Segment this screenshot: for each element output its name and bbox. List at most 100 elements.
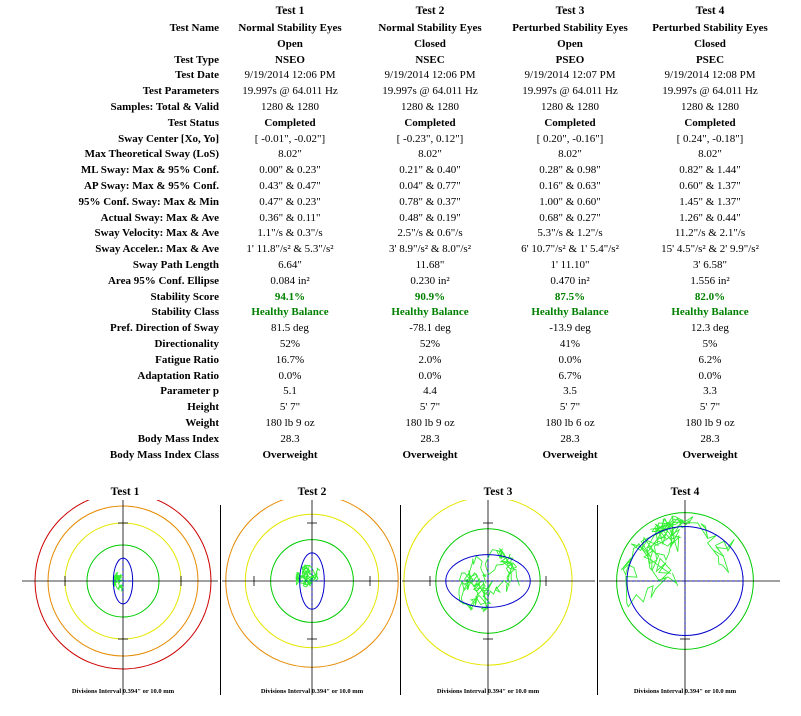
cell-test-2: 5' 7" bbox=[419, 401, 441, 414]
row-label: Weight bbox=[185, 417, 219, 429]
cell-test-4: PSEC bbox=[695, 53, 725, 66]
cell-test-2: Overweight bbox=[402, 448, 458, 461]
cell-test-2: NSEC bbox=[415, 53, 445, 66]
cell-test-2: 19.997s @ 64.011 Hz bbox=[382, 85, 478, 98]
cell-test-1: 0.47" & 0.23" bbox=[259, 195, 321, 208]
cell-test-1: 1' 11.8"/s² & 5.3"/s² bbox=[246, 243, 334, 256]
cell-test-3: 19.997s @ 64.011 Hz bbox=[522, 85, 618, 98]
cell-test-3: 1' 11.10" bbox=[550, 259, 590, 271]
table-row: Parameter p 5.1 4.4 3.5 3.3 bbox=[0, 384, 801, 399]
cell-test-2: -78.1 deg bbox=[409, 322, 451, 335]
sway-trace bbox=[111, 571, 124, 592]
cell-test-1: 0.43" & 0.47" bbox=[259, 180, 321, 192]
row-label: Test Status bbox=[167, 116, 219, 129]
row-label: Fatigue Ratio bbox=[155, 353, 219, 366]
cell-test-4: 15' 4.5"/s² & 2' 9.9"/s² bbox=[661, 243, 759, 256]
cell-test-1: Healthy Balance bbox=[251, 306, 329, 319]
cell-test-4: 19.997s @ 64.011 Hz bbox=[662, 85, 758, 98]
cell-test-2: 0.0% bbox=[418, 369, 442, 382]
cell-test-4: 11.2"/s & 2.1"/s bbox=[674, 227, 746, 240]
table-row: Test Type NSEO NSEC PSEO PSEC bbox=[0, 53, 801, 68]
cell-test-1: 9/19/2014 12:06 PM bbox=[244, 69, 336, 82]
cell-test-1: 16.7% bbox=[275, 353, 305, 366]
cell-test-4: 0.82" & 1.44" bbox=[679, 164, 741, 177]
cell-test-4: 6.2% bbox=[698, 353, 722, 366]
cell-test-4: 180 lb 9 oz bbox=[685, 417, 735, 429]
cell-test-4: 1280 & 1280 bbox=[680, 101, 740, 113]
cell-test-3: [ 0.20", -0.16"] bbox=[536, 132, 604, 145]
cell-test-1: 0.36" & 0.11" bbox=[259, 211, 321, 224]
row-label: Body Mass Index Class bbox=[109, 448, 219, 461]
table-row: Stability Class Healthy Balance Healthy Ba… bbox=[0, 305, 801, 320]
cell-test-4: 8.02" bbox=[698, 148, 722, 161]
row-label: 95% Conf. Sway: Max & Min bbox=[78, 195, 219, 208]
cell-test-3: 6' 10.7"/s² & 1' 5.4"/s² bbox=[521, 243, 619, 256]
cell-test-2: 2.0% bbox=[418, 353, 442, 366]
table-row: Test Date 9/19/2014 12:06 PM 9/19/2014 12:… bbox=[0, 68, 801, 83]
table-row: Body Mass Index 28.3 28.3 28.3 28.3 bbox=[0, 432, 801, 447]
cell-test-1: 6.64" bbox=[278, 259, 302, 271]
cell-test-4: 1.26" & 0.44" bbox=[679, 211, 741, 224]
cell-test-4: 9/19/2014 12:08 PM bbox=[664, 69, 756, 82]
cell-test-2: Healthy Balance bbox=[391, 306, 469, 319]
row-label: Test Type bbox=[174, 53, 219, 66]
results-table: Test 1 Test 2 Test 3 Test 4 Test Name Nor… bbox=[0, 5, 801, 461]
test-1-header: Test 1 bbox=[275, 5, 305, 17]
table-row: Fatigue Ratio 16.7% 2.0% 0.0% 6.2% bbox=[0, 353, 801, 368]
row-label: Sway Path Length bbox=[132, 259, 219, 271]
cell-test-4: Overweight bbox=[682, 448, 738, 461]
cell-test-2: 11.68" bbox=[415, 259, 445, 271]
table-row: 95% Conf. Sway: Max & Min 0.47" & 0.23" 0.… bbox=[0, 195, 801, 210]
cell-test-1: 0.0% bbox=[278, 369, 302, 382]
cell-test-3: 0.28" & 0.98" bbox=[539, 164, 601, 177]
cell-test-4: Completed bbox=[684, 116, 736, 129]
cell-test-2: Normal Stability Eyes bbox=[378, 22, 482, 34]
cell-test-3: 1.00" & 0.60" bbox=[539, 195, 601, 208]
table-row: Pref. Direction of Sway 81.5 deg -78.1 deg… bbox=[0, 321, 801, 336]
cell-test-2: 8.02" bbox=[418, 148, 442, 161]
sway-plot-test-3 bbox=[400, 500, 595, 695]
cell-test-3: 87.5% bbox=[554, 290, 586, 303]
table-row: Sway Center [Xo, Yo] [ -0.01", -0.02"] [ -… bbox=[0, 132, 801, 147]
cell-test-3: Overweight bbox=[542, 448, 598, 461]
cell-test-3: Completed bbox=[544, 116, 596, 129]
table-row: Adaptation Ratio 0.0% 0.0% 6.7% 0.0% bbox=[0, 369, 801, 384]
row-label: ML Sway: Max & 95% Conf. bbox=[80, 164, 219, 177]
row-label: Stability Score bbox=[150, 290, 219, 303]
cell-test-1: 1280 & 1280 bbox=[260, 101, 320, 113]
cell-test-3: -13.9 deg bbox=[549, 322, 591, 335]
table-row: Directionality 52% 52% 41% 5% bbox=[0, 337, 801, 352]
cell-test-4: 1.556 in² bbox=[690, 274, 730, 287]
cell-test-4: 12.3 deg bbox=[691, 322, 729, 335]
row-label: Actual Sway: Max & Ave bbox=[100, 211, 219, 224]
cell-test-1: Overweight bbox=[262, 448, 318, 461]
table-row: Sway Acceler.: Max & Ave 1' 11.8"/s² & 5.… bbox=[0, 242, 801, 257]
sway-plot-test-2 bbox=[220, 500, 399, 695]
cell-test-3: 0.16" & 0.63" bbox=[539, 180, 601, 192]
row-label: Test Parameters bbox=[142, 85, 219, 98]
table-row: ML Sway: Max & 95% Conf. 0.00" & 0.23" 0.2… bbox=[0, 163, 801, 178]
cell-test-3: 5' 7" bbox=[559, 401, 581, 414]
cell-test-3: 1280 & 1280 bbox=[540, 101, 600, 113]
table-row: Sway Path Length 6.64" 11.68" 1' 11.10" 3' 6… bbox=[0, 258, 801, 273]
table-row: Test Parameters 19.997s @ 64.011 Hz 19.997… bbox=[0, 84, 801, 99]
cell-test-2: 0.04" & 0.77" bbox=[399, 180, 461, 192]
cell-test-4: 5% bbox=[702, 338, 718, 350]
cell-test-3: 28.3 bbox=[560, 432, 580, 445]
cell-test-3: 8.02" bbox=[558, 148, 582, 161]
cell-test-2: 0.48" & 0.19" bbox=[399, 211, 461, 224]
cell-test-1: 1.1"/s & 0.3"/s bbox=[257, 227, 323, 240]
cell-test-3: 0.0% bbox=[558, 353, 582, 366]
row-label: Stability Class bbox=[151, 306, 219, 319]
cell-test-4: Closed bbox=[694, 37, 726, 50]
table-row: Stability Score 94.1% 90.9% 87.5% 82.0% bbox=[0, 290, 801, 305]
cell-test-4: Healthy Balance bbox=[671, 306, 749, 319]
cell-test-4: [ 0.24", -0.18"] bbox=[676, 132, 744, 145]
row-label: Sway Center [Xo, Yo] bbox=[118, 132, 219, 145]
cell-test-1: Normal Stability Eyes bbox=[238, 22, 342, 34]
test-4-header: Test 4 bbox=[695, 5, 725, 17]
cell-test-3: 41% bbox=[559, 338, 581, 350]
cell-test-2: 3' 8.9"/s² & 8.0"/s² bbox=[388, 243, 472, 256]
cell-test-3: 6.7% bbox=[558, 369, 582, 382]
table-row: Sway Velocity: Max & Ave 1.1"/s & 0.3"/s 2… bbox=[0, 226, 801, 241]
